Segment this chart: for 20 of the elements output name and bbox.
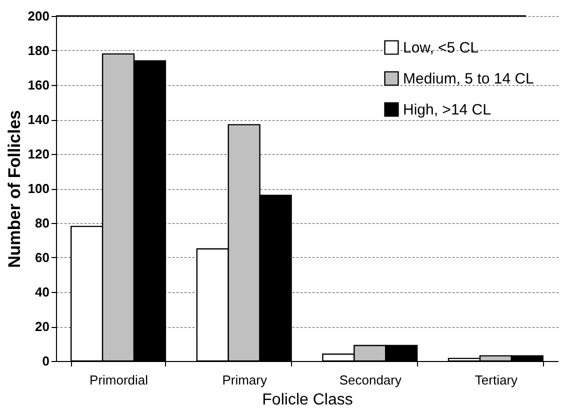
x-tick-label: Primary: [222, 372, 268, 388]
y-tick-label: 80: [35, 216, 50, 230]
y-tick-label: 100: [28, 181, 50, 196]
y-tick-label: 140: [28, 112, 50, 127]
legend-label: High, >14 CL: [403, 102, 491, 118]
y-tick-label: 40: [35, 284, 50, 300]
x-tick-label: Secondary: [339, 372, 402, 388]
x-tick-label: Primordial: [90, 372, 148, 388]
y-tick-label: 180: [28, 43, 50, 58]
y-tick-label: 200: [28, 8, 50, 24]
y-tick-label: 60: [35, 250, 50, 265]
y-tick-label: 0: [42, 354, 50, 368]
legend-label: Medium, 5 to 14 CL: [403, 70, 534, 88]
x-axis-title: Folicle Class: [262, 392, 353, 408]
legend-label: Low, <5 CL: [403, 40, 478, 56]
x-tick-label: Tertiary: [474, 372, 518, 388]
y-axis-title: Number of Follicles: [4, 110, 24, 268]
y-tick-label: 20: [35, 319, 50, 334]
y-tick-label: 160: [28, 78, 50, 92]
y-tick-label: 120: [28, 146, 50, 162]
